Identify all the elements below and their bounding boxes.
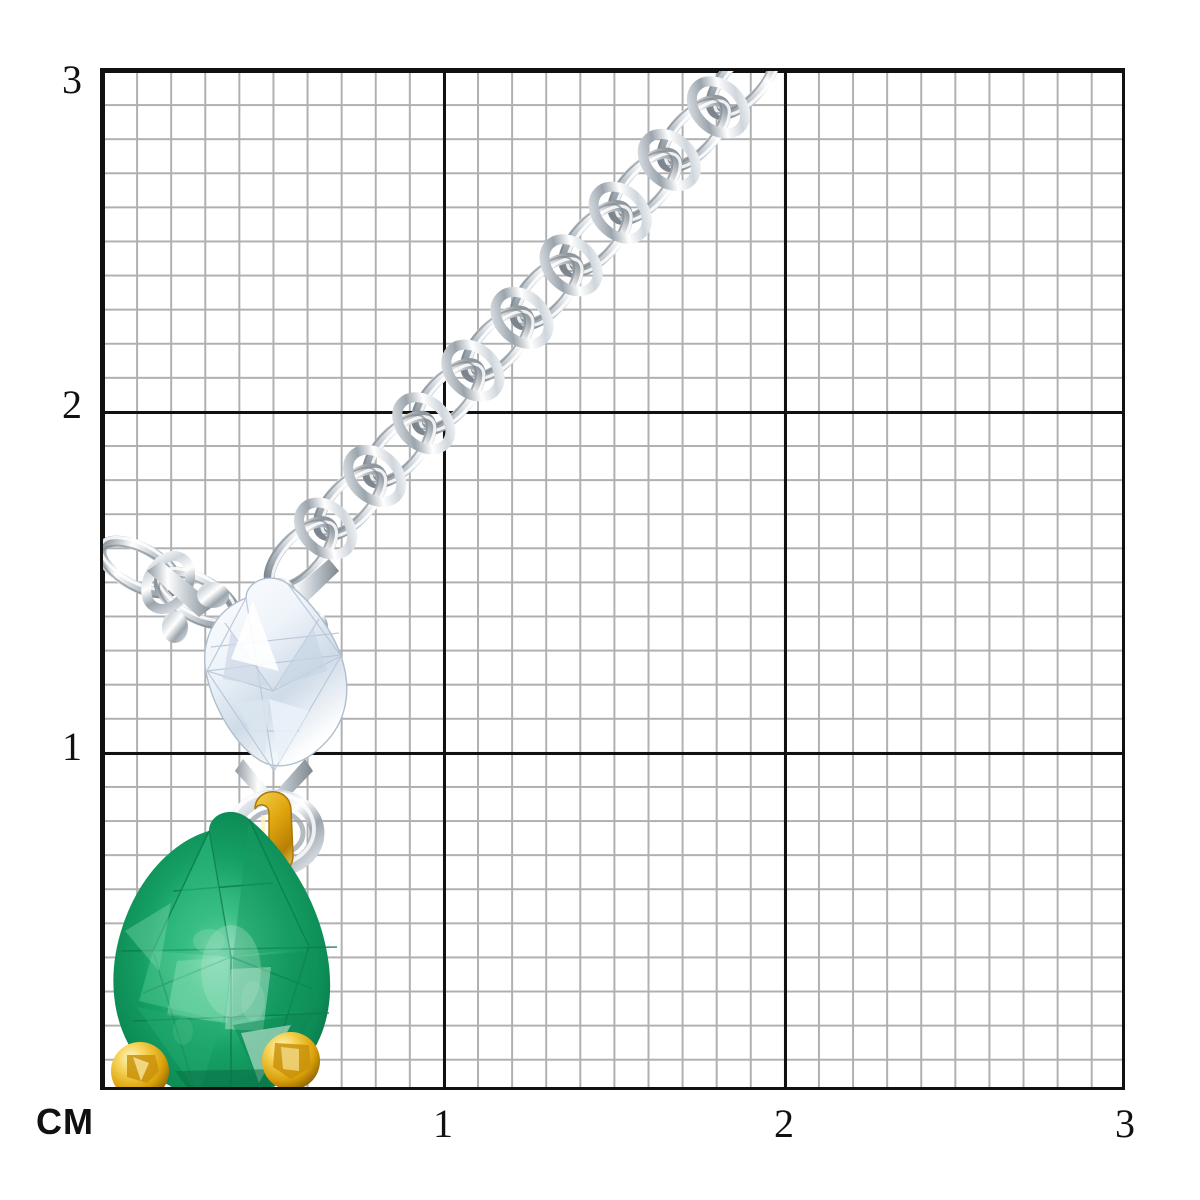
x-axis-label-2: 2 bbox=[774, 1101, 794, 1146]
diamond-gem bbox=[204, 577, 348, 772]
x-axis-label-3: 3 bbox=[1115, 1101, 1135, 1146]
unit-label: CM bbox=[36, 1101, 94, 1142]
emerald-gem bbox=[113, 811, 338, 1087]
y-axis-label-3: 3 bbox=[62, 57, 82, 102]
chain-right bbox=[254, 71, 789, 602]
emerald-prong-bottom-left bbox=[111, 1042, 169, 1087]
y-axis-label-2: 2 bbox=[62, 382, 82, 427]
x-axis-label-1: 1 bbox=[433, 1101, 453, 1146]
y-axis-label-1: 1 bbox=[62, 724, 82, 769]
emerald-prong-bottom-right bbox=[262, 1032, 320, 1087]
jewelry-artwork bbox=[103, 71, 1125, 1087]
measurement-grid bbox=[100, 68, 1125, 1090]
